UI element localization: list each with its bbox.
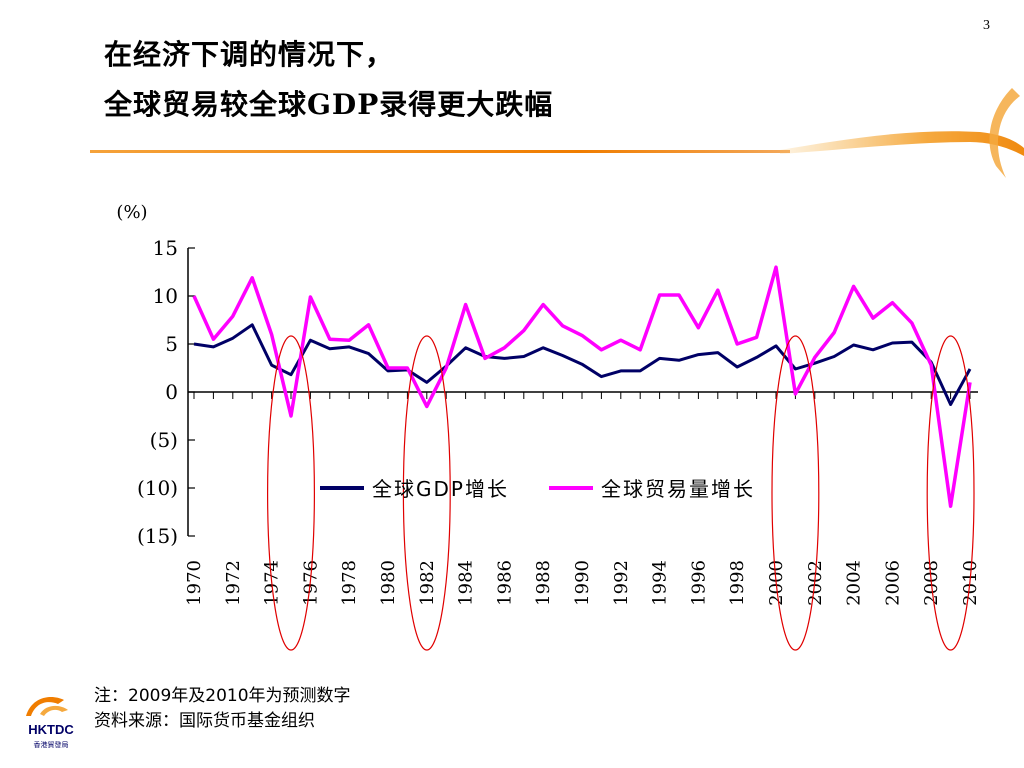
- logo-subtext: 香港貿發局: [34, 740, 69, 749]
- y-tick-label: 10: [153, 284, 178, 308]
- x-tick-label: 1976: [300, 560, 321, 606]
- footnote: 注：2009年及2010年为预测数字 资料来源：国际货币基金组织: [94, 684, 351, 734]
- x-tick-label: 2010: [960, 560, 981, 606]
- y-axis-label: (%): [116, 202, 147, 223]
- series-line-trade: [192, 265, 972, 508]
- y-tick-label: 5: [165, 332, 178, 356]
- series-line-gdp: [193, 323, 972, 406]
- y-tick-label: 0: [165, 380, 178, 404]
- x-tick-label: 1986: [494, 560, 515, 606]
- x-tick-label: 1970: [184, 560, 205, 606]
- page-title: 在经济下调的情况下， 全球贸易较全球GDP录得更大跌幅: [104, 30, 864, 130]
- legend-swatch-gdp: [320, 485, 364, 490]
- legend-label-trade: 全球贸易量增长: [600, 477, 755, 501]
- highlight-ellipse: [402, 335, 451, 651]
- x-tick-label: 1996: [688, 560, 709, 606]
- x-tick-label: 2002: [805, 560, 826, 606]
- x-tick-label: 2006: [882, 560, 903, 606]
- footnote-note: 注：2009年及2010年为预测数字: [94, 686, 351, 706]
- chart-legend: 全球GDP增长 全球贸易量增长: [320, 473, 795, 502]
- highlight-ellipse: [926, 335, 975, 651]
- swoosh-curl: [989, 88, 1020, 178]
- x-tick-label: 1978: [339, 560, 360, 606]
- x-tick-label: 1972: [223, 560, 244, 606]
- legend-item-trade: 全球贸易量增长: [548, 473, 755, 502]
- footnote-source: 资料来源：国际货币基金组织: [94, 711, 315, 731]
- logo-mark: [26, 697, 64, 716]
- y-tick-label: (5): [150, 428, 178, 452]
- y-tick-label: (15): [137, 524, 178, 548]
- slide-number: 3: [983, 18, 990, 33]
- x-tick-label: 1982: [417, 560, 438, 606]
- y-tick-label: 15: [153, 236, 178, 260]
- title-line-1: 在经济下调的情况下，: [104, 38, 395, 71]
- x-tick-label: 1988: [533, 560, 554, 606]
- decorative-swoosh: [780, 88, 1024, 178]
- x-tick-label: 1998: [727, 560, 748, 606]
- chart-area: (%) 15 10 5 0 (5) (10) (15) 1970 1972 1974 1976 1978…: [0, 180, 1024, 660]
- title-line-2: 全球贸易较全球GDP录得更大跌幅: [104, 88, 554, 121]
- highlight-ellipse: [267, 335, 316, 651]
- logo-mark-inner: [40, 705, 68, 716]
- legend-swatch-trade: [548, 485, 593, 490]
- x-tick-label: 1990: [572, 560, 593, 606]
- x-tick-label: 1980: [378, 560, 399, 606]
- legend-item-gdp: 全球GDP增长: [320, 473, 509, 502]
- x-tick-label: 2004: [844, 560, 865, 606]
- legend-label-gdp: 全球GDP增长: [372, 477, 509, 501]
- swoosh-shape: [780, 131, 1024, 156]
- hktdc-logo: HKTDC 香港貿發局: [22, 690, 80, 752]
- y-tick-label: (10): [137, 476, 178, 500]
- x-tick-label: 1994: [650, 560, 671, 606]
- highlight-ellipse: [771, 335, 820, 651]
- logo-text: HKTDC: [28, 722, 74, 737]
- title-divider: [90, 150, 790, 153]
- x-tick-label: 1992: [611, 560, 632, 606]
- x-tick-label: 1984: [456, 560, 477, 606]
